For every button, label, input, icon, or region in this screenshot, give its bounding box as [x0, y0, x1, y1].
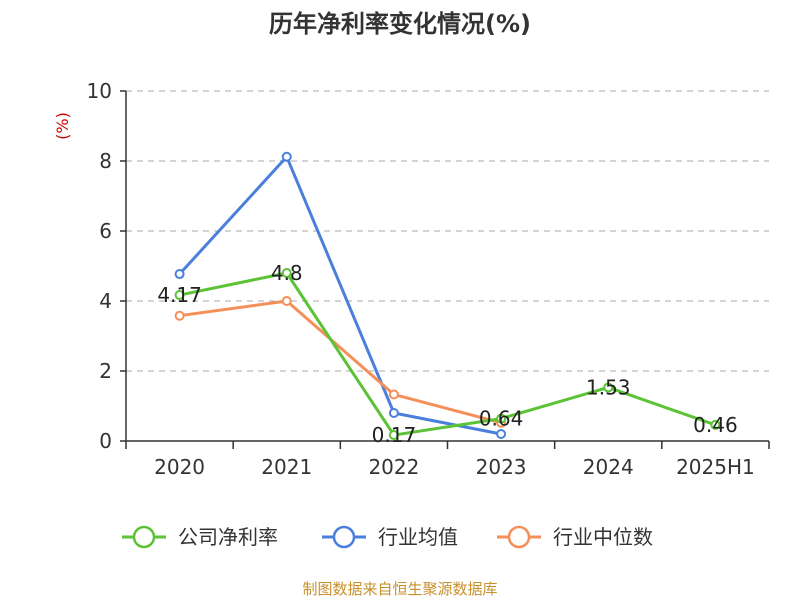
- legend-marker-icon: [507, 525, 531, 549]
- series-line-2: [179, 299, 502, 425]
- data-label: 4.8: [271, 261, 303, 285]
- legend-label: 行业均值: [378, 525, 458, 549]
- data-label: 4.17: [157, 283, 202, 307]
- data-point: [496, 429, 507, 439]
- data-labels: 4.17 4.8 0.17 0.64 1.53 0.46: [157, 261, 737, 447]
- data-point: [496, 413, 507, 424]
- x-tick-label: 2020: [154, 455, 205, 479]
- legend-item[interactable]: 行业均值: [322, 525, 458, 549]
- data-point: [174, 310, 185, 321]
- data-point: [281, 296, 292, 306]
- series-line-0: [179, 271, 716, 437]
- legend-item[interactable]: 公司净利率: [122, 525, 278, 549]
- series-line-1: [178, 155, 502, 436]
- legend: 公司净利率 行业均值 行业中位数: [122, 525, 653, 549]
- x-tick-label: 2024: [583, 455, 634, 479]
- y-tick-label: 0: [99, 429, 112, 453]
- y-tick-label: 10: [87, 79, 112, 103]
- axes: 0 2 4 6 8 10 2020 2021 2022 2023 2024 2025H1: [87, 79, 770, 479]
- legend-marker-icon: [132, 525, 156, 549]
- data-label: 1.53: [586, 375, 631, 399]
- data-point: [710, 419, 721, 430]
- x-tick-label: 2023: [476, 455, 527, 479]
- data-label: 0.46: [693, 413, 738, 437]
- y-tick-label: 8: [99, 149, 112, 173]
- legend-label: 行业中位数: [553, 525, 653, 549]
- data-point: [388, 430, 399, 441]
- y-tick-label: 4: [99, 289, 112, 313]
- data-label: 0.64: [479, 407, 524, 431]
- data-point: [174, 269, 185, 280]
- x-tick-label: 2022: [368, 455, 419, 479]
- data-label: 0.17: [372, 423, 417, 447]
- x-tick-label: 2021: [261, 455, 312, 479]
- y-axis-unit-label: (%): [53, 112, 72, 140]
- legend-item[interactable]: 行业中位数: [497, 525, 653, 549]
- source-note: 制图数据来自恒生聚源数据库: [302, 580, 497, 598]
- legend-marker-icon: [332, 525, 356, 549]
- gridlines: [126, 90, 769, 372]
- legend-label: 公司净利率: [178, 525, 278, 549]
- x-tick-label: 2025H1: [676, 455, 755, 479]
- data-point: [281, 151, 292, 162]
- data-point: [174, 290, 185, 301]
- y-tick-label: 6: [99, 219, 112, 243]
- y-tick-label: 2: [99, 359, 112, 383]
- data-point: [281, 268, 292, 278]
- data-point: [388, 408, 399, 418]
- data-point: [603, 382, 614, 393]
- chart-title: 历年净利率变化情况(%): [269, 10, 531, 38]
- series-lines: [174, 151, 721, 441]
- data-point: [388, 389, 399, 400]
